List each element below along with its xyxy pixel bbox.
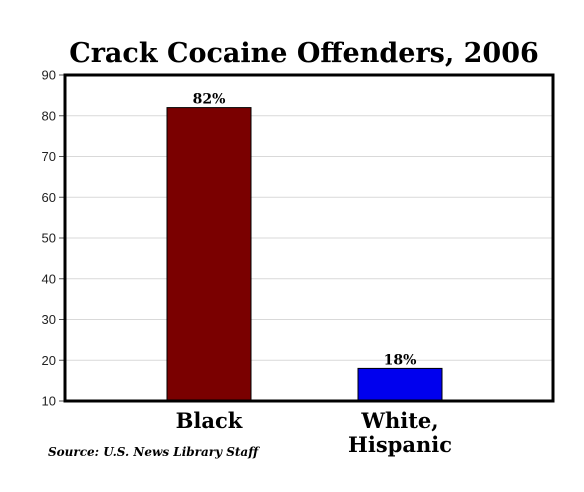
- category-label: Hispanic: [348, 432, 452, 457]
- y-tick-label: 90: [42, 68, 56, 83]
- source-note: Source: U.S. News Library Staff: [48, 445, 260, 459]
- plot-frame: [63, 73, 555, 403]
- chart-title: Crack Cocaine Offenders, 2006: [69, 38, 539, 69]
- bar: [357, 367, 443, 402]
- y-tick-label: 30: [42, 312, 56, 327]
- data-label: 18%: [384, 352, 417, 368]
- gridlines: [65, 115, 553, 361]
- y-axis: 10 20 30 40 50 60 70 80 90: [42, 68, 65, 409]
- data-label: 82%: [193, 92, 226, 108]
- y-tick-label: 60: [42, 190, 56, 205]
- category-label: Black: [176, 408, 243, 433]
- y-tick-label: 80: [42, 108, 56, 123]
- bar: [166, 107, 252, 402]
- y-tick-label: 20: [42, 353, 56, 368]
- y-tick-label: 40: [42, 271, 56, 286]
- y-tick-label: 70: [42, 149, 56, 164]
- category-labels: Black White,Hispanic: [176, 408, 452, 457]
- y-tick-label: 50: [42, 231, 56, 246]
- category-label: White,: [360, 408, 438, 433]
- bars: 82% 18%: [166, 92, 443, 402]
- y-tick-label: 10: [42, 394, 56, 409]
